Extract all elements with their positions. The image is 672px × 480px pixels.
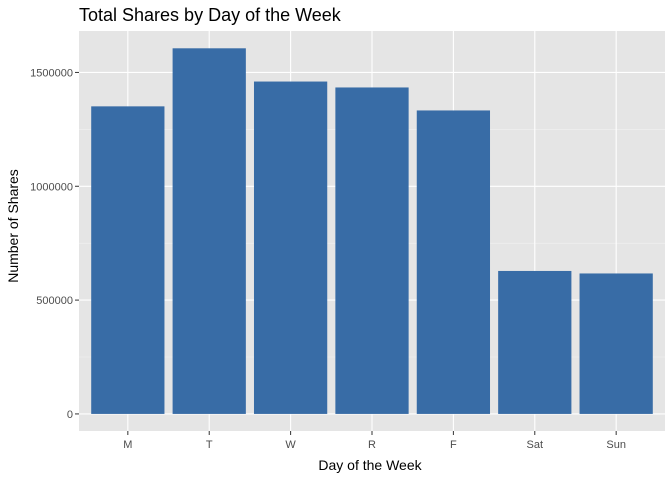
x-tick-label: R [368,439,376,451]
x-tick-label: F [450,439,457,451]
y-tick-label: 1000000 [30,181,73,193]
bar-m [91,106,165,414]
x-tick-label: Sat [527,439,544,451]
x-tick-label: M [123,439,132,451]
bar-w [253,81,328,414]
bar-r [335,87,409,414]
bar-f [416,110,491,414]
y-tick-label: 0 [67,409,73,421]
y-axis-title: Number of Shares [5,169,21,283]
y-tick-label: 500000 [36,295,73,307]
bar-t [172,48,246,414]
bars [91,48,653,414]
x-axis-title: Day of the Week [318,457,422,473]
y-tick-label: 1500000 [30,67,73,79]
x-tick-label: T [206,439,213,451]
bar-sun [579,273,653,414]
chart-title: Total Shares by Day of the Week [79,5,342,25]
x-axis-ticks: M T W R F Sat Sun [123,431,626,451]
x-tick-label: Sun [606,439,626,451]
y-axis-ticks: 0 500000 1000000 1500000 [30,67,79,421]
x-tick-label: W [285,439,296,451]
bar-sat [498,270,572,414]
